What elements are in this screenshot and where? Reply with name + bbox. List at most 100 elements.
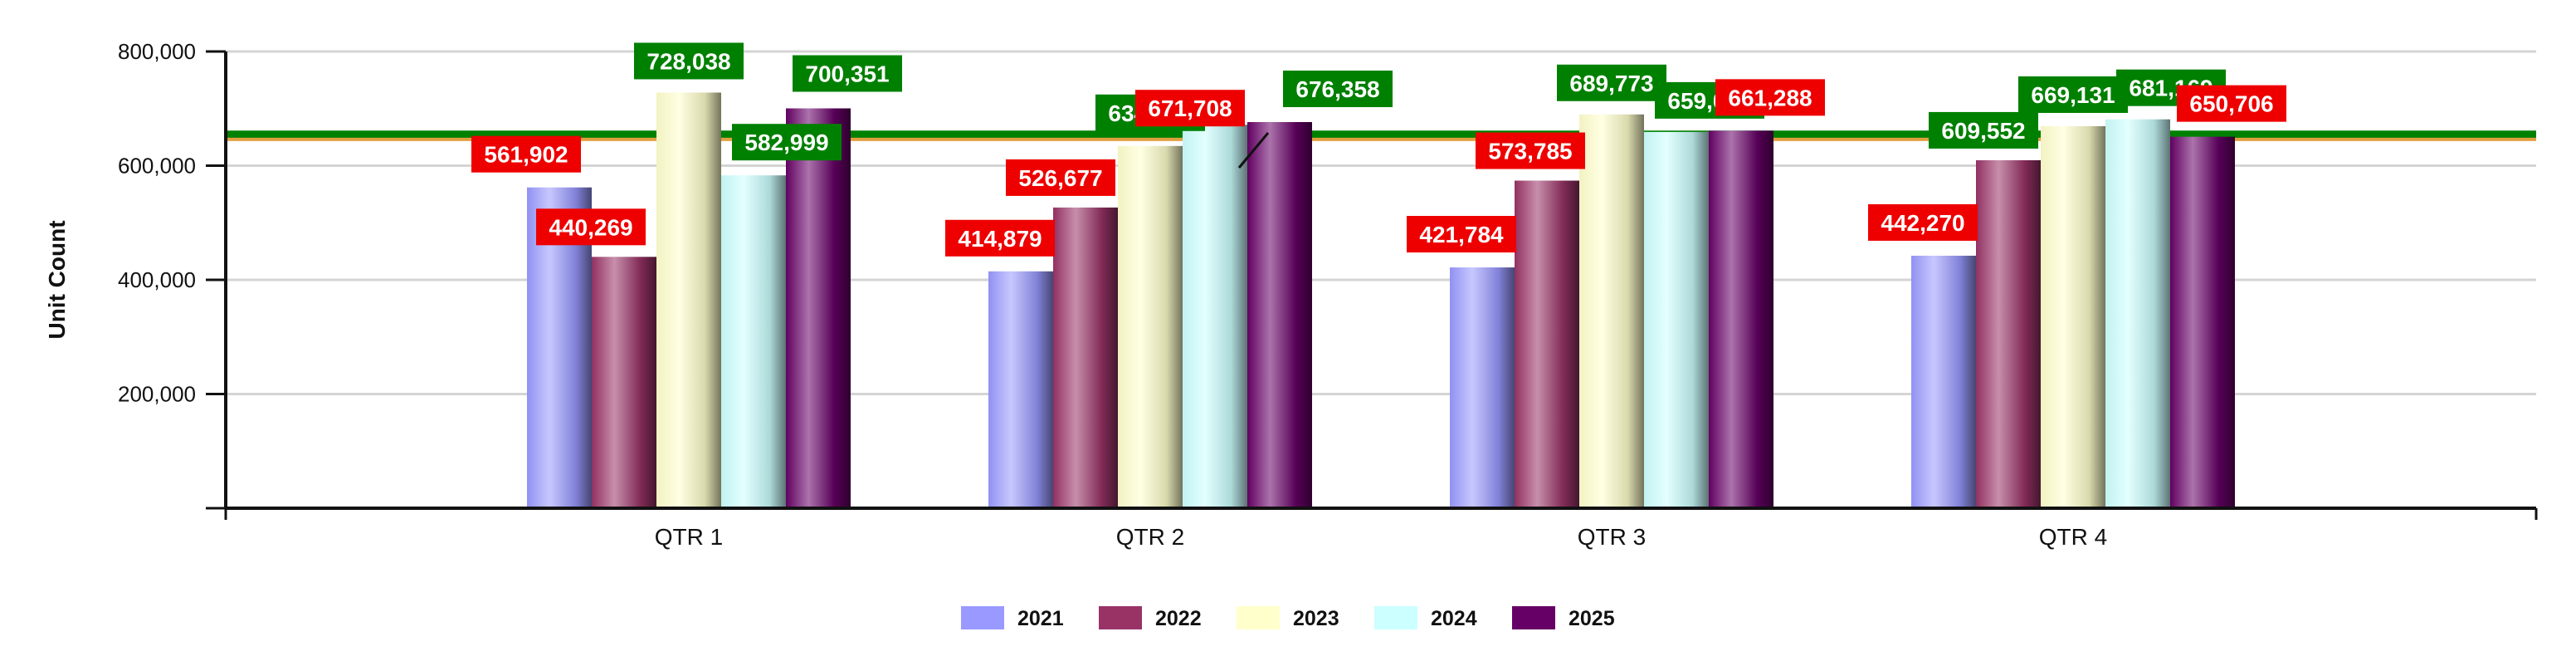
legend-layer: 2021 2022 2023 2024 2025 [961, 606, 1615, 630]
bar-2023-qtr-1[interactable] [656, 92, 721, 508]
data-label-text: 440,269 [549, 214, 632, 240]
data-label-2022-qtr-3: 573,785 [1476, 132, 1585, 169]
data-label-2024-qtr-2: 671,708 [1135, 90, 1245, 127]
bar-2024-qtr-2[interactable] [1183, 125, 1247, 508]
data-label-box [1283, 71, 1393, 108]
legend-swatch [1099, 606, 1142, 629]
data-label-text: 671,708 [1148, 95, 1232, 121]
data-label-box [1557, 64, 1666, 101]
data-label-text: 669,131 [2031, 82, 2115, 108]
data-label-text: 728,038 [646, 48, 730, 74]
data-label-box [536, 208, 646, 246]
data-label-2021-qtr-1: 561,902 [471, 135, 581, 173]
bars-layer [527, 92, 2235, 509]
data-label-text: 421,784 [1419, 222, 1504, 247]
data-label-box [1929, 111, 2038, 149]
y-tick-label: 800,000 [118, 39, 196, 64]
bar-2023-qtr-3[interactable] [1579, 114, 1644, 508]
legend-swatch [1237, 606, 1280, 629]
data-label-text: 573,785 [1488, 139, 1572, 164]
bar-2024-qtr-1[interactable] [721, 175, 786, 509]
bar-2022-qtr-4[interactable] [1976, 159, 2041, 509]
data-label-2022-qtr-1: 440,269 [536, 208, 646, 246]
data-label-text: 661,288 [1728, 85, 1812, 110]
data-label-box [1476, 132, 1585, 169]
bar-2023-qtr-4[interactable] [2041, 125, 2105, 508]
leader-line [1237, 132, 1270, 169]
x-category-label: QTR 2 [1116, 524, 1184, 550]
legend-label: 2025 [1569, 607, 1615, 630]
data-label-2021-qtr-4: 442,270 [1868, 203, 1978, 241]
x-category-label: QTR 3 [1578, 524, 1646, 550]
y-axis-title: Unit Count [44, 220, 70, 339]
legend-label: 2022 [1155, 607, 1202, 630]
data-label-2024-qtr-1: 582,999 [732, 124, 842, 161]
data-label-2022-qtr-4: 609,552 [1929, 111, 2038, 149]
data-labels-layer: 561,902 440,269 728,038 582,999 700,351 414,8… [471, 42, 2286, 257]
x-category-label: QTR 1 [655, 524, 723, 550]
bar-2025-qtr-1[interactable] [786, 108, 851, 509]
bar-2022-qtr-1[interactable] [592, 257, 656, 508]
bar-2024-qtr-4[interactable] [2105, 119, 2170, 508]
bar-2022-qtr-2[interactable] [1053, 207, 1118, 509]
bar-2025-qtr-3[interactable] [1709, 130, 1773, 508]
bar-2021-qtr-4[interactable] [1911, 255, 1976, 508]
data-label-box [793, 55, 902, 92]
legend-item-2023[interactable]: 2023 [1237, 606, 1339, 630]
legend-label: 2021 [1017, 607, 1064, 630]
bar-2022-qtr-3[interactable] [1515, 180, 1579, 508]
data-label-box [1868, 203, 1978, 241]
data-label-text: 676,358 [1295, 76, 1379, 102]
data-label-2025-qtr-4: 650,706 [2177, 85, 2286, 122]
data-label-2025-qtr-3: 661,288 [1715, 79, 1825, 116]
data-label-box [1006, 159, 1115, 196]
data-label-2021-qtr-2: 414,879 [945, 219, 1055, 257]
legend-swatch [1374, 606, 1417, 629]
bar-2021-qtr-2[interactable] [988, 271, 1053, 508]
data-label-text: 700,351 [805, 61, 889, 87]
data-label-text: 526,677 [1018, 165, 1102, 191]
data-label-2021-qtr-3: 421,784 [1407, 216, 1516, 253]
legend-swatch [1512, 606, 1555, 629]
data-label-text: 609,552 [1941, 118, 2025, 144]
data-label-text: 689,773 [1569, 71, 1653, 96]
legend-item-2022[interactable]: 2022 [1099, 606, 1202, 630]
y-tick-label: 600,000 [118, 154, 196, 179]
bar-2023-qtr-2[interactable] [1118, 145, 1183, 509]
y-tick-label: 400,000 [118, 267, 196, 292]
y-tick-label: 200,000 [118, 382, 196, 407]
legend-label: 2024 [1431, 607, 1477, 630]
data-label-text: 650,706 [2189, 91, 2273, 117]
data-label-box [1715, 79, 1825, 116]
axes-layer: 200,000 400,000 600,000 800,000 QTR 1 QTR 2 QT… [44, 39, 2538, 550]
data-label-box [2177, 85, 2286, 122]
data-label-box [2018, 76, 2128, 113]
data-label-2025-qtr-1: 700,351 [793, 55, 902, 92]
data-label-box [945, 219, 1055, 257]
data-label-text: 582,999 [744, 130, 828, 155]
bar-2025-qtr-4[interactable] [2170, 136, 2235, 508]
data-label-box [1407, 216, 1516, 253]
bar-2021-qtr-3[interactable] [1450, 267, 1515, 508]
data-label-2023-qtr-1: 728,038 [634, 42, 744, 80]
legend-item-2024[interactable]: 2024 [1374, 606, 1477, 630]
data-label-2023-qtr-4: 669,131 [2018, 76, 2128, 113]
data-label-text: 414,879 [958, 226, 1042, 252]
data-label-2025-qtr-2: 676,358 [1283, 71, 1393, 108]
data-label-text: 561,902 [484, 142, 568, 168]
data-label-2022-qtr-2: 526,677 [1006, 159, 1115, 196]
legend-label: 2023 [1293, 607, 1339, 630]
legend-item-2021[interactable]: 2021 [961, 606, 1064, 630]
bar-2025-qtr-2[interactable] [1247, 122, 1312, 508]
data-label-box [471, 135, 581, 173]
legend-item-2025[interactable]: 2025 [1512, 606, 1615, 630]
data-label-box [732, 124, 842, 161]
data-label-box [1135, 90, 1245, 127]
data-label-2023-qtr-3: 689,773 [1557, 64, 1666, 101]
data-label-box [634, 42, 744, 80]
data-label-text: 442,270 [1881, 210, 1964, 236]
bar-2024-qtr-3[interactable] [1644, 131, 1709, 508]
legend-swatch [961, 606, 1004, 629]
